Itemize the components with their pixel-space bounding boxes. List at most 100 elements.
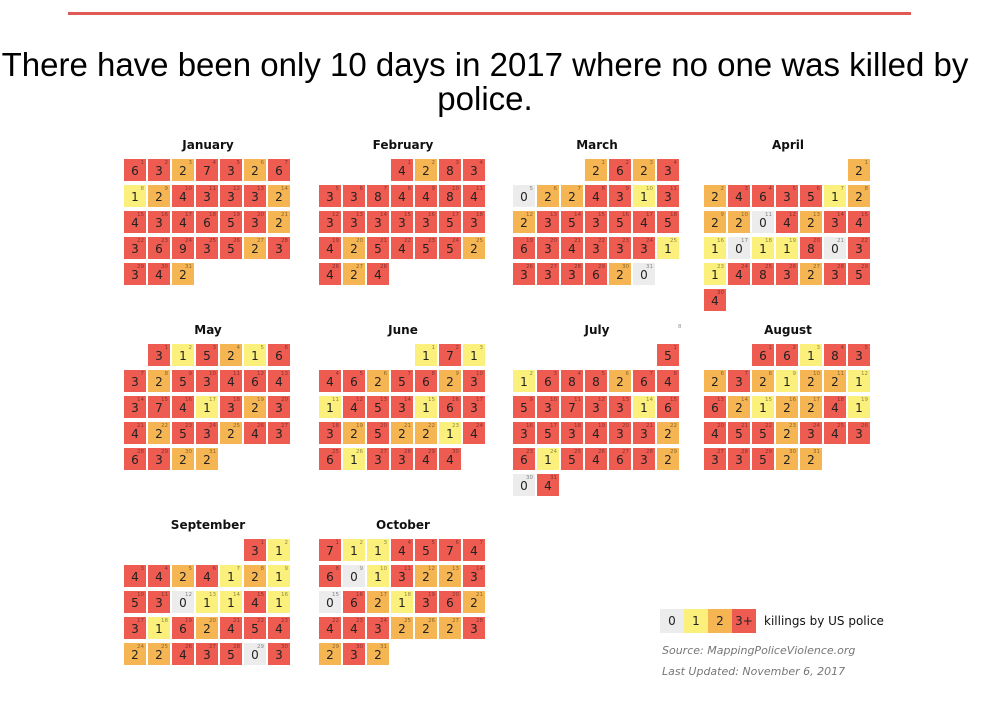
day-number: 18 [332,423,339,429]
killing-count: 1 [640,190,648,204]
day-cell: 30 2 [776,448,798,470]
day-cell: 15 3 [391,211,413,233]
day-cell: 23 6 [148,237,170,259]
killing-count: 2 [350,242,358,256]
day-cell: 25 1 [657,237,679,259]
day-number: 4 [335,371,340,377]
day-number: 17 [185,212,192,218]
month-september: September 1 3 2 1 3 4 4 4 5 2 6 4 7 1 8 2 9 1 10 5 11 3 12 0 13 1 1… [124,518,292,688]
killing-count: 7 [203,164,211,178]
killing-count: 6 [446,596,454,610]
killing-count: 4 [831,401,839,415]
day-number: 25 [574,449,581,455]
day-cell: 11 3 [148,591,170,613]
killing-count: 1 [131,190,139,204]
day-number: 31 [185,264,192,270]
killing-count: 2 [374,596,382,610]
killing-count: 4 [227,375,235,389]
killing-count: 2 [422,164,430,178]
day-cell: 29 3 [124,263,146,285]
day-number: 17 [550,423,557,429]
day-number: 31 [209,449,216,455]
day-number: 21 [380,238,387,244]
day-cell: 18 6 [196,211,218,233]
day-number: 26 [257,423,264,429]
day-cell: 16 1 [268,591,290,613]
day-number: 29 [137,264,144,270]
killing-count: 6 [422,375,430,389]
day-cell: 13 3 [244,185,266,207]
chart-title: There have been only 10 days in 2017 whe… [1,46,969,117]
killing-count: 3 [470,375,478,389]
day-cell: 14 3 [391,396,413,418]
day-number: 25 [209,238,216,244]
day-cell: 14 2 [268,185,290,207]
day-number: 4 [236,345,241,351]
day-number: 19 [428,592,435,598]
day-cell: 25 8 [752,263,774,285]
day-number: 11 [161,592,168,598]
day-number: 17 [452,212,459,218]
day-number: 9 [164,186,169,192]
killing-count: 4 [422,453,430,467]
killing-count: 2 [807,453,815,467]
killing-count: 2 [759,375,767,389]
day-number: 1 [140,160,145,166]
killing-count: 3 [640,427,648,441]
killing-count: 6 [592,268,600,282]
killing-count: 3 [155,349,163,363]
day-number: 10 [476,371,483,377]
day-cell: 17 2 [800,396,822,418]
killing-count: 1 [783,242,791,256]
killing-count: 2 [735,216,743,230]
day-number: 19 [789,238,796,244]
killing-count: 8 [374,190,382,204]
killing-count: 2 [446,570,454,584]
day-number: 14 [837,212,844,218]
killing-count: 6 [711,401,719,415]
killing-count: 3 [664,190,672,204]
day-cell: 29 0 [244,643,266,665]
killing-count: 3 [275,401,283,415]
killing-count: 3 [616,427,624,441]
day-cell: 21 3 [633,422,655,444]
day-cell: 14 1 [633,396,655,418]
killing-count: 3 [374,216,382,230]
killing-count: 6 [275,164,283,178]
killing-count: 1 [544,453,552,467]
day-cell: 24 4 [463,422,485,444]
day-number: 1 [407,160,412,166]
killing-count: 4 [251,596,259,610]
day-number: 26 [598,449,605,455]
source-note: Source: MappingPoliceViolence.org [662,644,856,657]
killing-count: 2 [807,401,815,415]
killing-count: 4 [398,544,406,558]
day-number: 27 [813,264,820,270]
killing-count: 3 [155,216,163,230]
killing-count: 6 [251,375,259,389]
killing-count: 2 [422,570,430,584]
day-number: 14 [233,592,240,598]
day-cell: 10 8 [439,185,461,207]
killing-count: 3 [616,242,624,256]
day-number: 5 [335,186,340,192]
day-number: 4 [577,371,582,377]
killing-count: 3 [398,216,406,230]
day-cell: 10 5 [124,591,146,613]
day-number: 16 [428,212,435,218]
day-number: 7 [140,371,145,377]
killing-count: 5 [179,375,187,389]
day-number: 6 [455,540,460,546]
killing-count: 0 [520,479,528,493]
day-number: 14 [404,397,411,403]
killing-count: 3 [520,268,528,282]
